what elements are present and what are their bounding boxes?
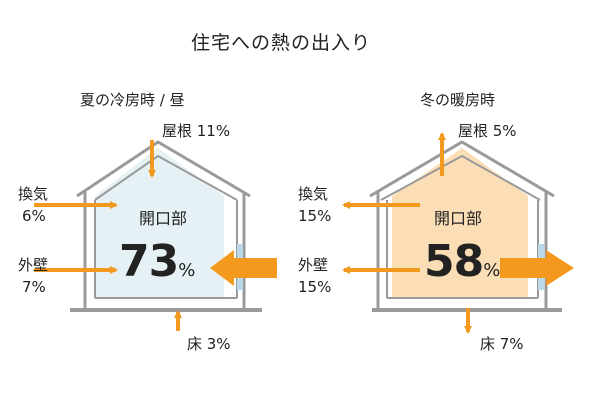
summer-arrows (34, 140, 182, 331)
summer-vent-value: 6% (22, 207, 46, 225)
summer-floor-label: 床 3% (187, 335, 231, 353)
diagram-title: 住宅への熱の出入り (191, 32, 372, 54)
winter-opening-arrow (500, 250, 574, 286)
winter-roof-label: 屋根 5% (458, 122, 517, 140)
winter-opening-label: 開口部 (434, 209, 483, 228)
winter-heading: 冬の暖房時 (420, 91, 496, 109)
summer-opening-label: 開口部 (139, 209, 188, 228)
winter-arrows (342, 132, 472, 334)
winter-roof-outline (369, 140, 555, 198)
summer-house (70, 140, 262, 312)
summer-wall-name: 外壁 (18, 256, 49, 274)
summer-heading: 夏の冷房時 / 昼 (80, 91, 185, 109)
summer-opening-arrow (210, 250, 277, 286)
summer-roof-outline (76, 140, 251, 198)
winter-opening-figure: 58% (424, 236, 500, 287)
winter-wall-name: 外壁 (298, 256, 329, 274)
winter-vent-name: 換気 (298, 185, 329, 203)
summer-opening-value: 73 (119, 236, 179, 287)
winter-interior-fill (392, 148, 528, 297)
winter-floor-label: 床 7% (480, 335, 524, 353)
winter-opening-value: 58 (424, 236, 484, 287)
summer-interior-fill (95, 148, 224, 297)
summer-wall-value: 7% (22, 278, 46, 296)
winter-opening-unit: % (483, 260, 501, 281)
summer-roof-label: 屋根 11% (162, 122, 231, 140)
summer-opening-unit: % (178, 260, 196, 281)
winter-wall-value: 15% (298, 278, 332, 296)
winter-vent-value: 15% (298, 207, 332, 225)
winter-house (369, 140, 562, 312)
summer-opening-figure: 73% (119, 236, 195, 287)
summer-vent-name: 換気 (18, 185, 49, 203)
